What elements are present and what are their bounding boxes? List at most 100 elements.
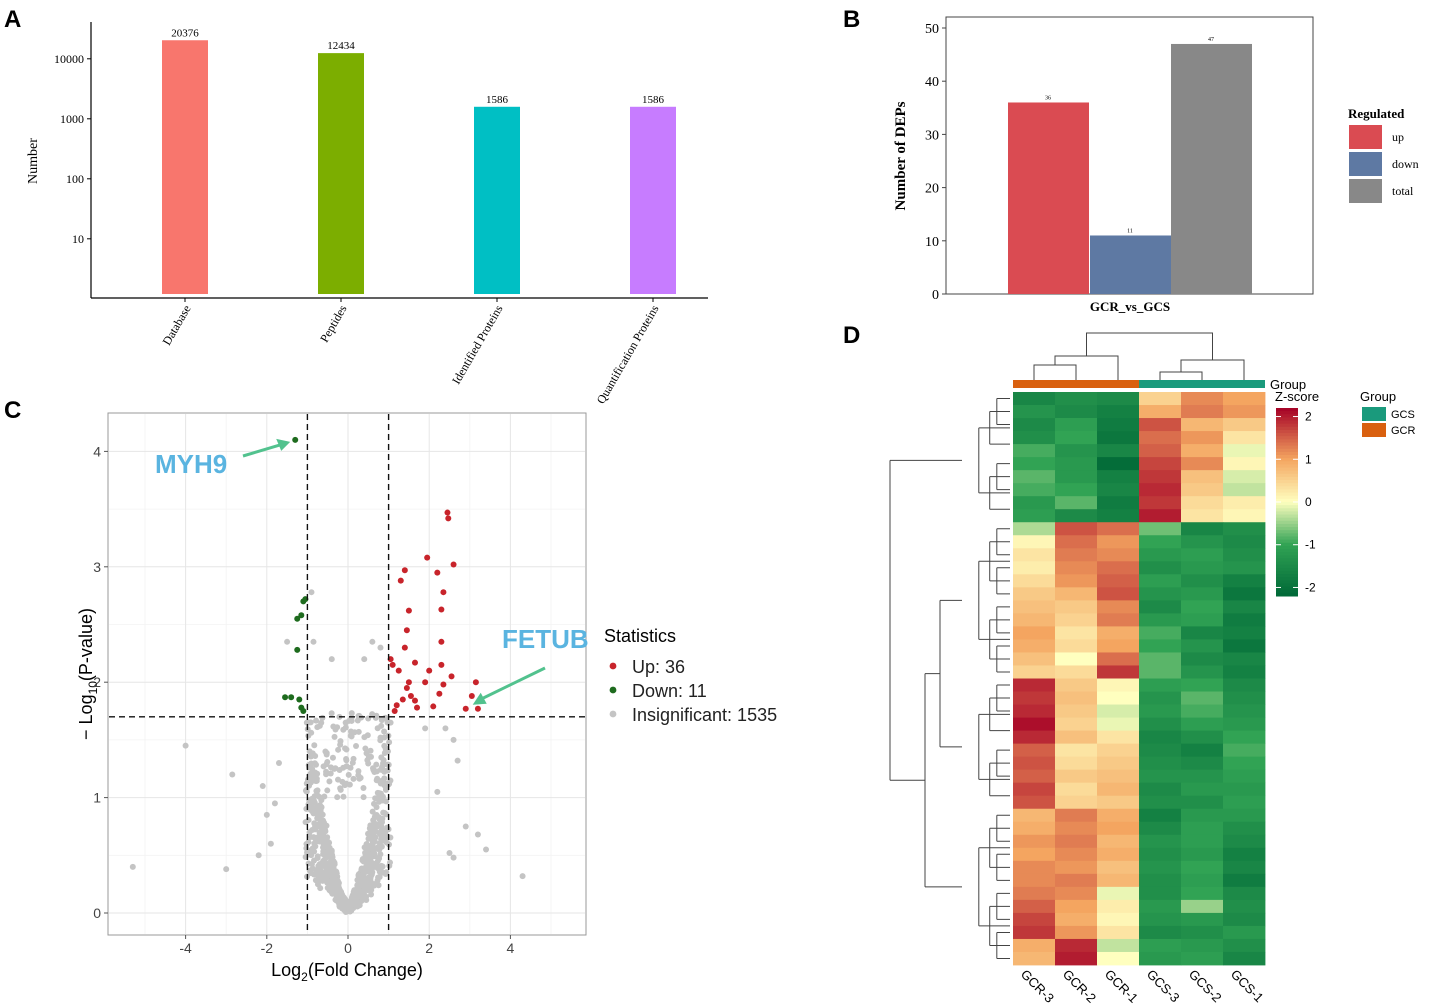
panel-d-colorbar-segment <box>1276 561 1298 566</box>
panel-d-colorbar-segment <box>1276 483 1298 487</box>
panel-c-point-insignificant <box>320 763 327 770</box>
panel-c-point-insignificant <box>284 638 291 645</box>
panel-d-heatmap-cell <box>1097 652 1140 666</box>
panel-c-point-up <box>440 589 447 596</box>
panel-d-heatmap-cell <box>1055 730 1098 745</box>
panel-d-heatmap-cell <box>1223 431 1266 445</box>
panel-d-heatmap-cell <box>1013 639 1056 653</box>
panel-c-point-insignificant <box>372 795 379 802</box>
panel-d-heatmap-cell <box>1223 561 1266 575</box>
panel-c-point-insignificant <box>371 800 378 807</box>
panel-d-group-bar-cell <box>1013 380 1055 388</box>
panel-c-legend-title: Statistics <box>604 626 676 646</box>
panel-d-heatmap-cell <box>1055 782 1098 797</box>
panel-d-colorbar-segment <box>1276 420 1298 425</box>
panel-d-heatmap-cell <box>1055 652 1098 666</box>
panel-c-point-insignificant <box>353 887 360 894</box>
panel-b-y-tick-label: 0 <box>932 288 939 303</box>
panel-c-gridlines <box>109 414 585 934</box>
panel-d-heatmap-cell <box>1013 613 1056 627</box>
panel-c-point-insignificant <box>326 778 333 785</box>
panel-d-colorbar-segment <box>1276 558 1298 563</box>
panel-c-point-insignificant <box>360 873 367 880</box>
panel-c-point-insignificant <box>340 905 347 912</box>
panel-c-point-insignificant <box>422 725 429 732</box>
panel-c-point-insignificant <box>375 855 382 862</box>
panel-d-heatmap-cell <box>1055 795 1098 810</box>
panel-d-heatmap-cell <box>1223 392 1266 406</box>
panel-c-point-insignificant <box>367 822 374 829</box>
panel-c-x-tick-label: 0 <box>344 940 352 956</box>
panel-d-colorbar-label: -1 <box>1305 538 1316 552</box>
panel-d-heatmap-cell <box>1139 600 1182 614</box>
panel-c-point-insignificant <box>377 644 384 651</box>
panel-c-point-insignificant <box>310 809 317 816</box>
panel-c-point-insignificant <box>310 638 317 645</box>
panel-d-heatmap-cell <box>1097 470 1140 484</box>
panel-d-heatmap-cell <box>1013 912 1056 927</box>
panel-d-heatmap-cell <box>1055 821 1098 836</box>
panel-b-legend-label-total: total <box>1392 184 1414 198</box>
panel-d-heatmap-cell <box>1055 405 1098 419</box>
panel-d-heatmap-cell <box>1181 483 1224 497</box>
panel-d-colorbar-segment <box>1276 486 1298 490</box>
panel-d-colorbar-segment <box>1276 549 1298 553</box>
panel-d-group-bar-cell <box>1139 380 1181 388</box>
panel-d-heatmap-cell <box>1223 626 1266 640</box>
panel-d-colorbar-segment <box>1276 464 1298 469</box>
panel-d-heatmap-cell <box>1181 548 1224 562</box>
panel-d-colorbar-label: 2 <box>1305 410 1312 424</box>
panel-d-heatmap-cell <box>1013 847 1056 862</box>
panel-label-a: A <box>4 6 21 33</box>
panel-c-point-insignificant <box>383 811 390 818</box>
panel-c-point-up <box>445 515 452 522</box>
panel-d-heatmap-cell <box>1139 873 1182 888</box>
panel-d-colorbar-segment <box>1276 589 1298 594</box>
panel-c-point-up <box>434 569 441 576</box>
panel-d-colorbar-segment <box>1276 489 1298 494</box>
panel-c-point-insignificant <box>361 656 368 663</box>
panel-d-heatmap-cell <box>1055 860 1098 875</box>
panel-c-point-insignificant <box>361 892 368 899</box>
panel-d-heatmap-cell <box>1013 457 1056 471</box>
panel-label-c: C <box>4 397 21 424</box>
panel-d-heatmap-cell <box>1181 522 1224 536</box>
panel-d-heatmap-cell <box>1097 847 1140 862</box>
panel-d-heatmap-cell <box>1097 639 1140 653</box>
panel-c-point-insignificant <box>377 737 384 744</box>
panel-a-x-tick-label: Peptides <box>317 302 350 345</box>
panel-d-heatmap-cell <box>1181 457 1224 471</box>
panel-d-heatmap-cell <box>1055 769 1098 784</box>
panel-c-point-up <box>422 679 429 686</box>
panel-a-data-label: 12434 <box>327 40 355 52</box>
panel-c-point-insignificant <box>446 849 453 856</box>
panel-d-heatmap-cell <box>1055 522 1098 536</box>
panel-c-point-insignificant <box>229 771 236 778</box>
panel-c-point-insignificant <box>326 872 333 879</box>
panel-d-heatmap-cell <box>1013 717 1056 731</box>
panel-d-heatmap-cell <box>1223 912 1266 927</box>
panel-c-point-insignificant <box>372 714 379 721</box>
panel-d-heatmap-cell <box>1055 717 1098 731</box>
panel-c-point-up <box>411 659 418 666</box>
panel-c-point-insignificant <box>316 823 323 830</box>
panel-b-legend-label-up: up <box>1392 130 1404 144</box>
panel-d-column-dendrogram-branch <box>1086 332 1213 360</box>
panel-d-heatmap-cell <box>1013 821 1056 836</box>
panel-d-heatmap-cell <box>1223 717 1266 731</box>
panel-c-point-up <box>405 607 412 614</box>
panel-d-heatmap-cell <box>1223 418 1266 432</box>
panel-d-colorbar-segment <box>1276 539 1298 544</box>
panel-d-heatmap-cell <box>1055 873 1098 888</box>
panel-c-point-insignificant <box>311 840 318 847</box>
panel-c-point-insignificant <box>450 736 457 743</box>
panel-c-point-insignificant <box>320 851 327 858</box>
panel-c-point-insignificant <box>364 868 371 875</box>
panel-c-point-insignificant <box>357 774 364 781</box>
panel-c-point-insignificant <box>381 728 388 735</box>
panel-c-point-insignificant <box>335 746 342 753</box>
panel-d-colorbar-segment <box>1276 414 1298 418</box>
panel-d-heatmap-cell <box>1013 496 1056 510</box>
panel-c-point-insignificant <box>324 879 331 886</box>
panel-d-heatmap-cell <box>1139 509 1182 523</box>
